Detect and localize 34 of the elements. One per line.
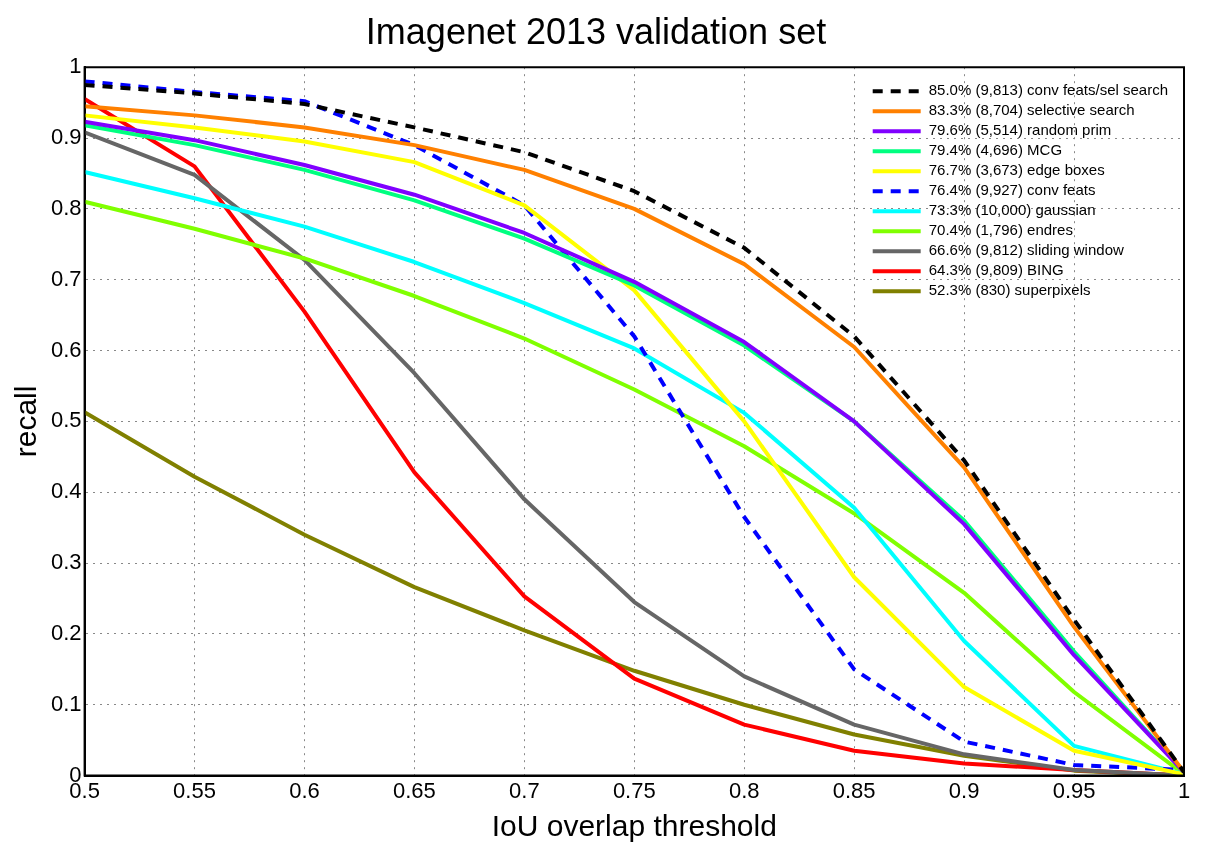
x-tick-label: 0.7 xyxy=(509,777,540,803)
chart-title: Imagenet 2013 validation set xyxy=(365,10,827,52)
x-tick-label: 0.8 xyxy=(728,777,760,803)
x-tick-label: 1 xyxy=(1177,777,1191,803)
x-tick-label: 0.95 xyxy=(1052,777,1096,803)
legend-label: 66.6% (9,812) sliding window xyxy=(928,241,1124,259)
y-tick-label: 0.5 xyxy=(50,407,82,433)
legend-label: 79.6% (5,514) random prim xyxy=(928,121,1112,139)
y-tick-label: 0.8 xyxy=(50,194,82,220)
x-tick-label: 0.85 xyxy=(832,777,876,803)
y-tick-label: 0.7 xyxy=(50,265,82,291)
x-tick-label: 0.6 xyxy=(289,777,320,803)
legend-label: 79.4% (4,696) MCG xyxy=(928,141,1063,159)
legend-label: 64.3% (9,809) BING xyxy=(928,261,1064,279)
y-tick-label: 0.2 xyxy=(50,619,82,645)
legend-label: 70.4% (1,796) endres xyxy=(928,221,1073,239)
legend-label: 76.7% (3,673) edge boxes xyxy=(928,161,1105,179)
y-tick-label: 0.6 xyxy=(50,336,82,362)
x-tick-label: 0.65 xyxy=(392,777,436,803)
y-tick-label: 1 xyxy=(69,53,82,79)
x-tick-label: 0.55 xyxy=(173,777,216,803)
y-tick-label: 0.3 xyxy=(50,549,82,575)
legend-label: 52.3% (830) superpixels xyxy=(928,281,1091,299)
x-tick-label: 0.9 xyxy=(948,777,980,803)
legend-label: 83.3% (8,704) selective search xyxy=(928,101,1135,119)
y-axis-title: recall xyxy=(9,385,43,458)
x-tick-label: 0.75 xyxy=(612,777,656,803)
legend-label: 73.3% (10,000) gaussian xyxy=(928,201,1096,219)
legend-label: 76.4% (9,927) conv feats xyxy=(928,181,1096,199)
x-axis-title: IoU overlap threshold xyxy=(491,809,777,843)
y-tick-label: 0.4 xyxy=(50,478,82,504)
y-tick-label: 0.1 xyxy=(50,690,82,716)
y-tick-label: 0.9 xyxy=(50,124,82,150)
legend-label: 85.0% (9,813) conv feats/sel search xyxy=(928,81,1168,99)
